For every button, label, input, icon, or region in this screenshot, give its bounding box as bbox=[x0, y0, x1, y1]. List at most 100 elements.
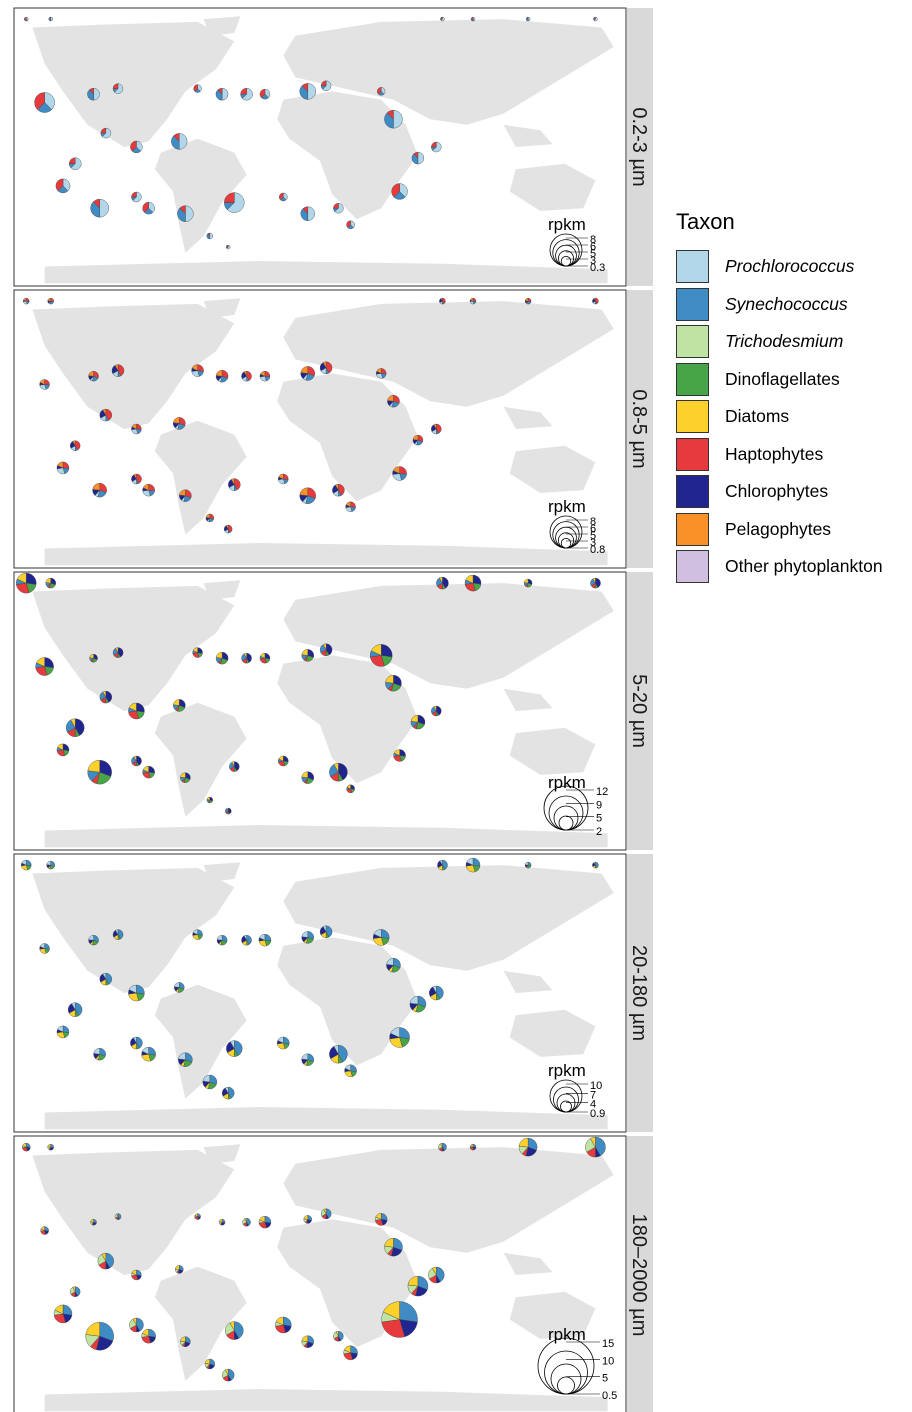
pie-slice bbox=[231, 761, 235, 768]
size-scale-label: 10 bbox=[602, 1355, 614, 1367]
land-shape bbox=[44, 1107, 608, 1130]
pie-slice bbox=[142, 483, 149, 491]
land-shape bbox=[503, 406, 553, 429]
pie-slice bbox=[439, 859, 443, 866]
pie-slice bbox=[470, 297, 474, 302]
legend-label: Pelagophytes bbox=[725, 518, 832, 539]
pie-slice bbox=[386, 109, 394, 120]
land-shape bbox=[44, 1389, 608, 1412]
pie-slice bbox=[229, 1321, 235, 1332]
pie-slice bbox=[592, 577, 596, 584]
land-shape bbox=[277, 373, 418, 502]
legend-swatch bbox=[676, 325, 709, 359]
land-shape bbox=[32, 585, 235, 711]
legend-entry: Chlorophytes bbox=[676, 473, 912, 511]
pie-slice bbox=[381, 1319, 405, 1338]
pie-slice bbox=[322, 80, 332, 91]
legend-entry: Synechococcus bbox=[676, 286, 912, 324]
pie-slice bbox=[55, 178, 64, 192]
pie-slice bbox=[385, 674, 394, 684]
pie-slice bbox=[142, 765, 149, 773]
pie-slice bbox=[115, 929, 119, 936]
pie-slice bbox=[301, 1053, 308, 1060]
pie-slice bbox=[391, 183, 400, 198]
land-shape bbox=[203, 298, 241, 318]
pie-slice bbox=[393, 109, 403, 129]
land-shape bbox=[44, 261, 608, 284]
pie-slice bbox=[39, 379, 45, 385]
pie-slice bbox=[39, 943, 45, 949]
pie-slice bbox=[100, 127, 106, 134]
pie-slice bbox=[90, 201, 100, 218]
pie-slice bbox=[102, 408, 106, 416]
pie-slice bbox=[90, 1218, 94, 1223]
pie-slice bbox=[593, 297, 596, 302]
pie-slice bbox=[192, 647, 198, 653]
pie-slice bbox=[440, 16, 443, 20]
pie-slice bbox=[333, 762, 339, 773]
legend-swatch bbox=[676, 512, 709, 546]
pie-slice bbox=[34, 92, 45, 110]
legend-swatch bbox=[676, 437, 709, 471]
pie-slice bbox=[179, 489, 186, 496]
pie-slice bbox=[346, 220, 351, 228]
size-scale-title: rpkm bbox=[548, 215, 586, 234]
pie-slice bbox=[431, 141, 437, 148]
pie-slice bbox=[16, 572, 27, 584]
pie-slice bbox=[89, 653, 94, 659]
pie-slice bbox=[432, 985, 437, 994]
land-shape bbox=[44, 825, 608, 848]
pie-slice bbox=[173, 417, 180, 424]
pie-slice bbox=[417, 151, 425, 165]
pie-slice bbox=[57, 461, 64, 469]
legend-label: Synechococcus bbox=[725, 293, 848, 314]
land-shape bbox=[32, 303, 235, 429]
pie-slice bbox=[178, 1052, 186, 1060]
size-scale-label: 3 bbox=[590, 537, 596, 549]
legend-entry: Prochlorococcus bbox=[676, 248, 912, 286]
pie-slice bbox=[259, 933, 266, 941]
pie-slice bbox=[99, 759, 112, 777]
pie-slice bbox=[384, 1237, 394, 1248]
pie-slice bbox=[102, 127, 112, 139]
strip-background bbox=[627, 8, 653, 286]
pie-slice bbox=[593, 16, 596, 20]
pie-slice bbox=[299, 85, 308, 100]
pie-slice bbox=[377, 87, 382, 95]
land-shape bbox=[203, 16, 241, 36]
pie-slice bbox=[470, 1143, 474, 1148]
pie-slice bbox=[57, 743, 64, 751]
pie-slice bbox=[465, 574, 474, 584]
pie-slice bbox=[128, 984, 137, 994]
pie-slice bbox=[299, 487, 308, 496]
pie-slice bbox=[392, 466, 400, 474]
size-scale-label: 5 bbox=[602, 1373, 608, 1385]
pie-slice bbox=[346, 784, 351, 790]
land-shape bbox=[503, 688, 553, 711]
size-scale-label: 7 bbox=[590, 1089, 596, 1101]
size-scale-label: 0.3 bbox=[590, 262, 605, 274]
legend-entry: Dinoflagellates bbox=[676, 361, 912, 399]
land-shape bbox=[283, 301, 614, 407]
pie-slice bbox=[173, 699, 180, 706]
pie-slice bbox=[301, 649, 308, 656]
pie-slice bbox=[432, 1266, 437, 1276]
size-scale-title: rpkm bbox=[548, 497, 586, 516]
strip-label: 0.8-5 µm bbox=[628, 389, 650, 468]
pie-slice bbox=[243, 652, 247, 659]
pie-slice bbox=[226, 192, 245, 213]
pie-slice bbox=[112, 83, 119, 89]
size-scale-label: 6 bbox=[590, 241, 596, 253]
land-shape bbox=[283, 583, 614, 689]
pie-slice bbox=[179, 205, 186, 215]
pie-slice bbox=[224, 1086, 229, 1094]
size-scale-label: 2 bbox=[596, 826, 602, 838]
land-shape bbox=[32, 1149, 235, 1275]
pie-slice bbox=[243, 370, 247, 377]
pie-slice bbox=[259, 88, 266, 98]
pie-slice bbox=[22, 1142, 27, 1148]
land-shape bbox=[503, 1252, 553, 1275]
land-shape bbox=[154, 984, 247, 1099]
